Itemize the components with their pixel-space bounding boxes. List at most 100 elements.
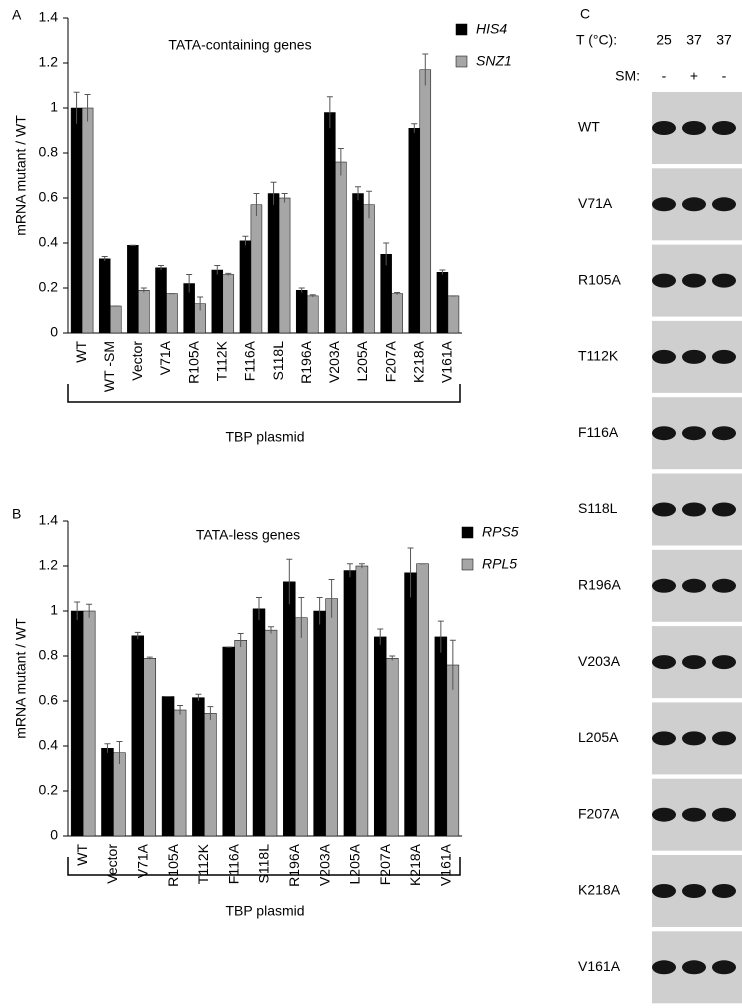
bar [82,610,96,837]
y-tick-label: 0.8 [39,144,59,160]
y-tick-label: 0.4 [39,234,59,250]
y-axis-label: mRNA mutant / WT [13,618,29,739]
y-tick-label: 0.8 [39,647,59,663]
y-tick-label: 0.4 [39,737,59,753]
y-tick-label: 0.6 [39,692,59,708]
bar [161,696,175,837]
y-tick-label: 1 [50,602,58,618]
bar [267,193,280,334]
gel-band [682,960,706,975]
x-tick-label: F116A [242,340,258,381]
bar [306,295,319,334]
bar [446,664,460,837]
y-tick-label: 0.2 [39,782,59,798]
legend-label: SNZ1 [476,53,512,69]
temperature: 25 [656,32,672,48]
panel-label: B [12,506,21,522]
x-tick-label: R196A [298,340,314,383]
gel-band [652,426,676,441]
bar [239,240,252,334]
temperature: 37 [686,32,702,48]
bar [343,570,357,837]
x-tick-label: V161A [438,843,454,886]
x-axis-label: TBP plasmid [225,429,304,445]
temperature: 37 [716,32,732,48]
x-tick-label: T112K [213,340,229,381]
x-tick-label: V71A [157,340,173,375]
y-tick-label: 1.4 [39,9,59,25]
bar [173,709,187,837]
bar [335,161,347,334]
bar [313,610,326,837]
bar [113,752,126,837]
x-tick-label: K218A [410,340,426,383]
bar [385,658,399,837]
sm-label: SM: [615,68,640,84]
bar [404,572,417,837]
gel-band [712,349,736,364]
y-tick-label: 0 [50,324,58,340]
x-tick-label: V203A [326,340,342,383]
gel-band [682,197,706,212]
bar [250,204,263,334]
x-tick-label: S118L [256,844,272,884]
bar [192,697,205,837]
bar [278,197,291,334]
bar [155,267,167,334]
gel-band [652,349,676,364]
x-tick-label: Vector [129,341,145,381]
gel-band [652,884,676,898]
gel-band [712,807,736,822]
sm-status: + [690,68,698,84]
x-tick-label: WT -SM [101,341,117,392]
legend-label: RPL5 [482,556,517,572]
row-label: F207A [578,805,620,821]
x-tick-label: WT [74,844,90,866]
gel-band [712,884,736,898]
bar [70,610,84,837]
gel-band [682,578,706,593]
gel-band [652,807,676,822]
bar [81,107,94,334]
bar [325,598,338,837]
row-label: V161A [578,958,621,974]
bar [234,640,247,837]
y-tick-label: 0.2 [39,279,59,295]
bar [98,258,111,334]
panel-label: A [12,7,22,23]
gel-band [682,121,706,135]
legend-swatch [455,23,468,36]
bar [352,193,364,334]
gel-band [652,197,676,212]
y-tick-label: 0.6 [39,189,59,205]
bar [166,293,178,334]
bar [211,269,224,334]
y-tick-label: 1.4 [39,512,59,528]
sm-status: - [722,68,727,84]
row-label: V203A [578,653,621,669]
bar [447,295,460,334]
y-axis-label: mRNA mutant / WT [13,115,29,236]
x-tick-label: V71A [134,843,150,878]
x-tick-label: S118L [270,341,286,381]
row-label: R196A [578,577,621,593]
legend-swatch [461,526,474,539]
x-tick-label: Vector [104,844,120,884]
legend-swatch [461,558,474,571]
gel-band [712,731,736,746]
x-tick-label: WT [73,341,89,363]
bar [408,128,421,334]
bar [131,635,145,837]
gel-band [712,273,736,288]
chart-title: TATA-less genes [196,527,300,543]
gel-band [652,578,676,593]
row-label: WT [578,119,600,135]
bar [252,608,266,837]
row-label: V71A [578,195,613,211]
bar [391,293,403,334]
x-tick-label: F207A [377,843,393,885]
row-label: L205A [578,729,619,745]
gel-band [652,502,676,517]
gel-band [682,655,706,670]
y-tick-label: 0 [50,827,58,843]
